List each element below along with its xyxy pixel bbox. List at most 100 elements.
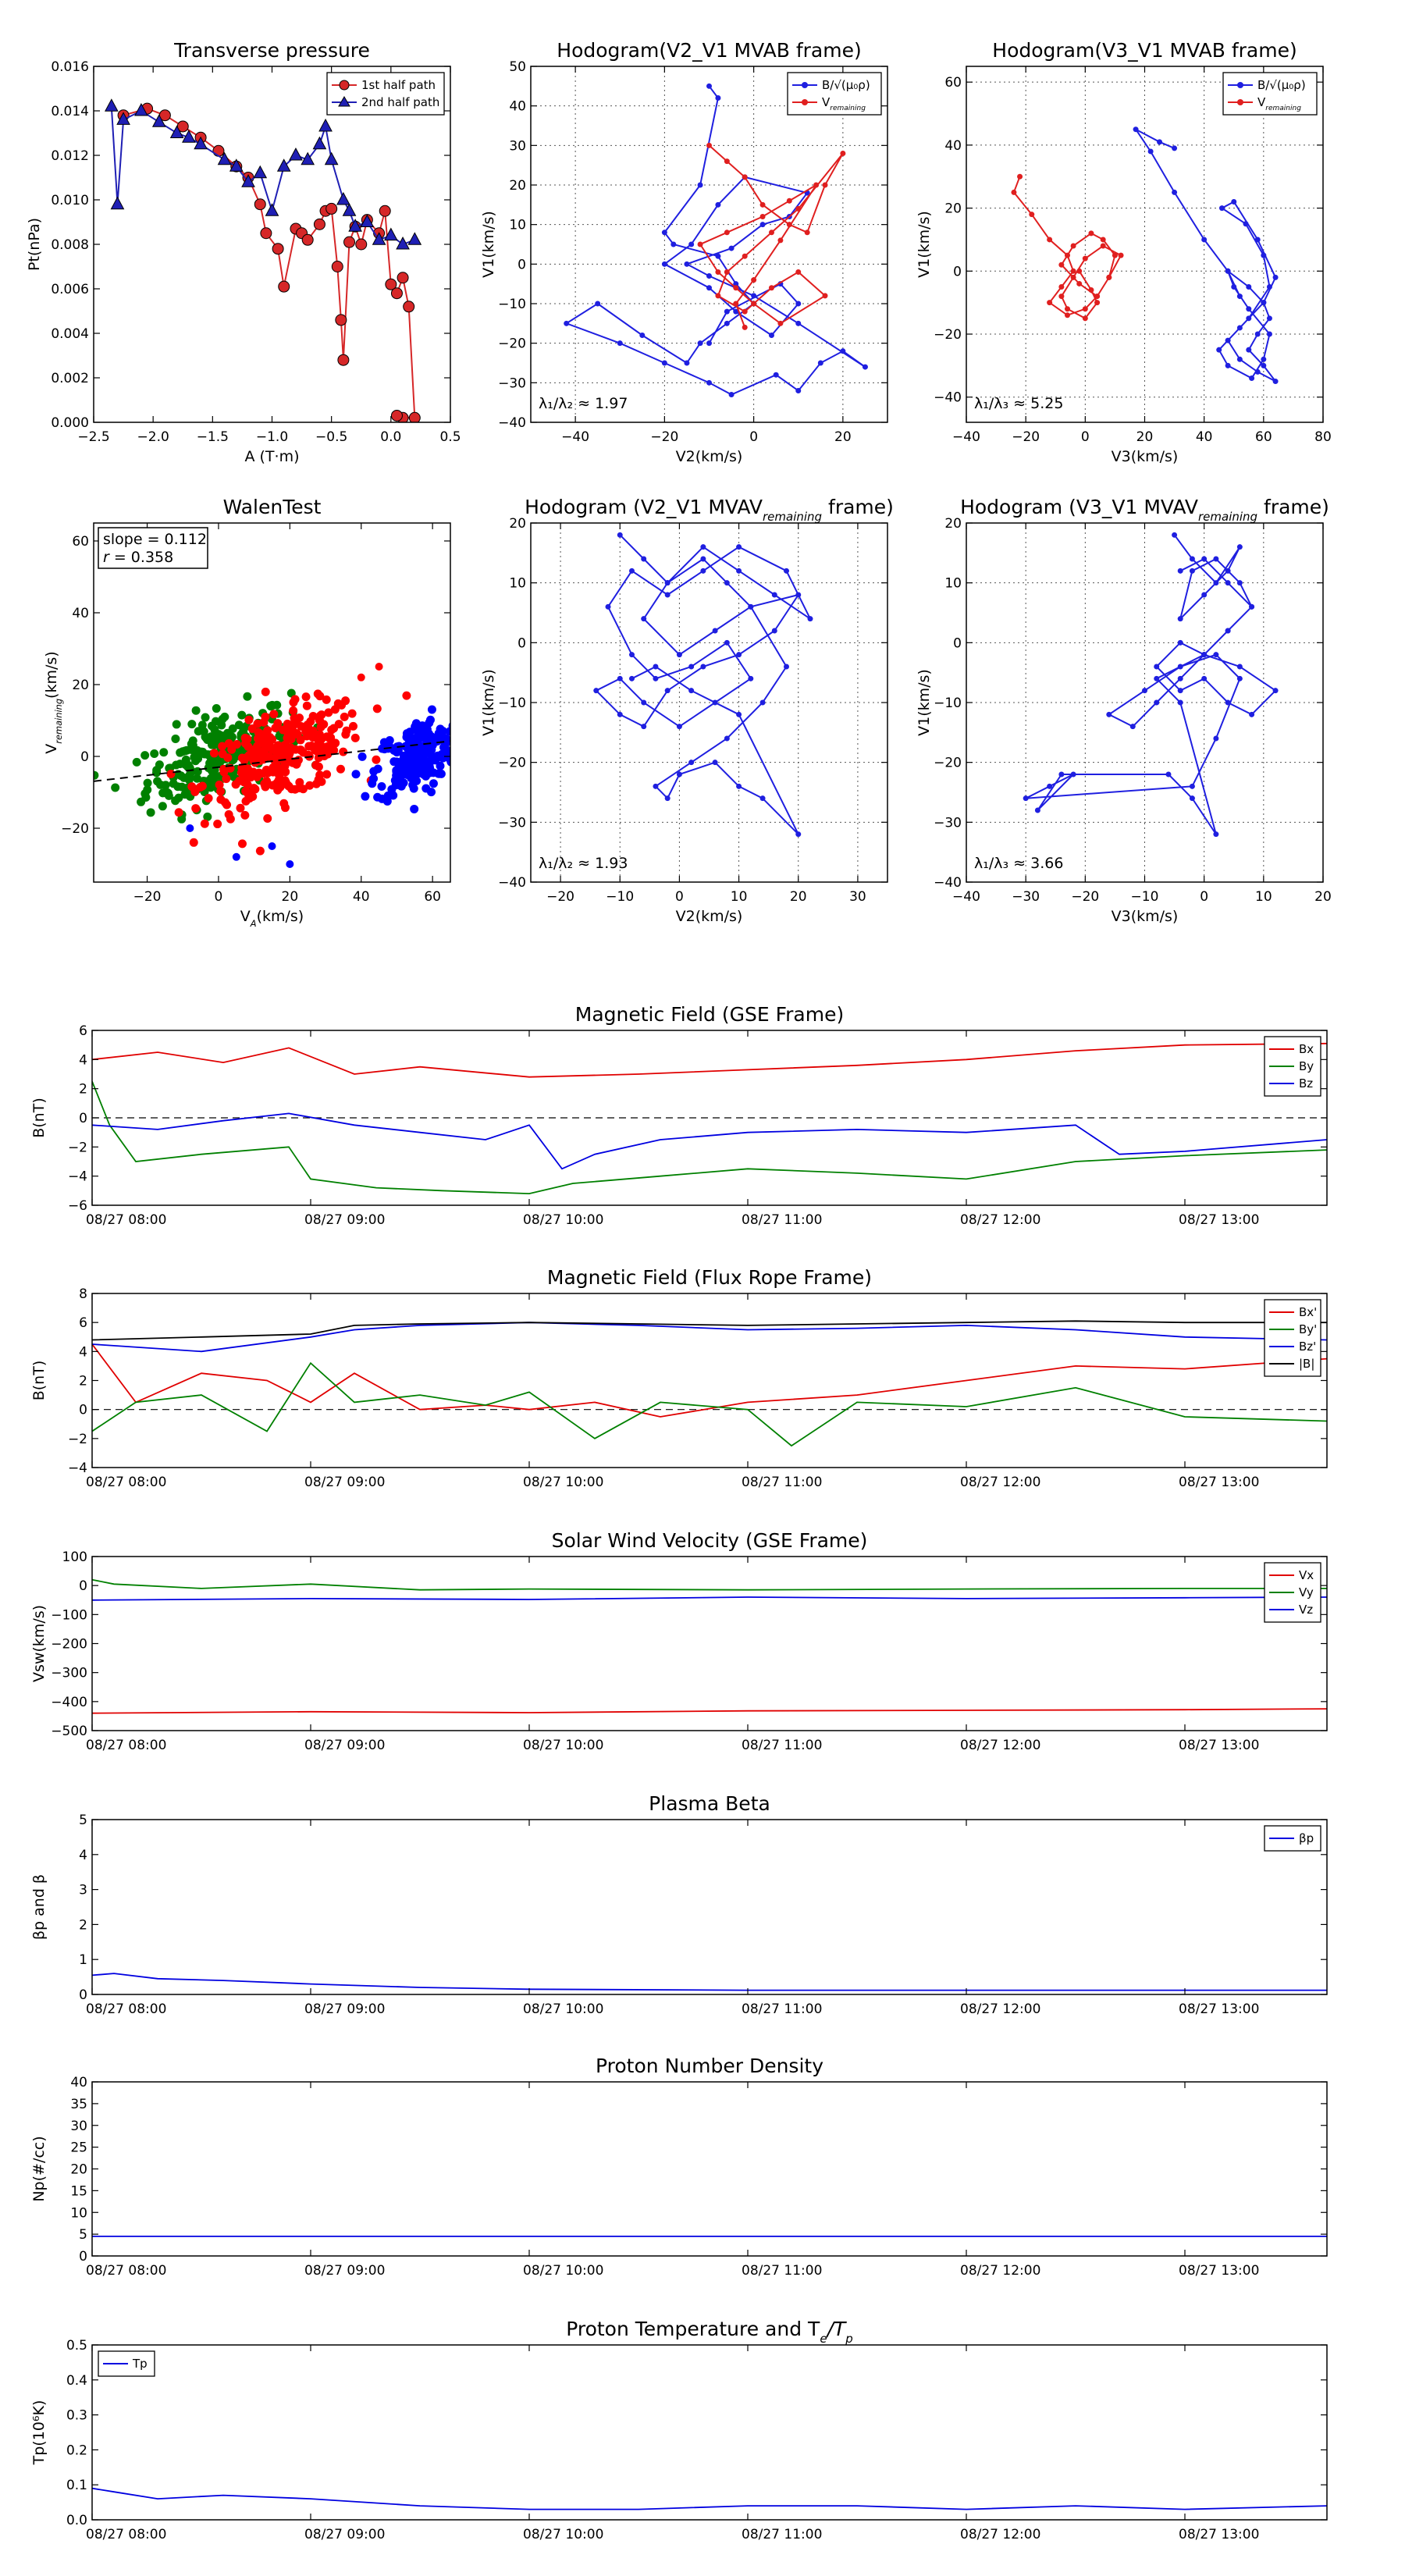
scatter-point xyxy=(263,813,272,823)
legend-label: 2nd half path xyxy=(361,95,439,109)
data-point xyxy=(1231,199,1237,205)
scatter-point xyxy=(186,824,194,832)
data-point xyxy=(1225,568,1231,574)
data-point xyxy=(1112,252,1118,258)
data-point xyxy=(795,269,802,275)
data-point xyxy=(372,232,386,245)
scatter-point xyxy=(153,777,162,786)
y-tick-label: 1 xyxy=(79,1952,87,1968)
x-tick-label: −20 xyxy=(1012,429,1040,445)
scatter-point xyxy=(212,704,221,713)
scatter-point xyxy=(311,779,321,788)
data-point xyxy=(355,238,368,251)
x-axis-label: A (T·m) xyxy=(244,448,299,465)
legend-label: By' xyxy=(1299,1322,1317,1336)
x-tick-label: −20 xyxy=(546,889,574,905)
data-point xyxy=(325,202,338,215)
x-tick-label: 08/27 12:00 xyxy=(960,2001,1040,2017)
data-point xyxy=(700,568,706,574)
data-point xyxy=(1047,300,1053,306)
scatter-point xyxy=(270,754,279,763)
data-point xyxy=(688,241,695,247)
data-point xyxy=(664,592,670,598)
data-point xyxy=(390,409,403,422)
chart-title: Magnetic Field (GSE Frame) xyxy=(575,1003,844,1026)
data-point xyxy=(628,568,635,574)
scatter-point xyxy=(232,852,240,861)
data-point xyxy=(728,392,735,398)
fit-line xyxy=(94,740,450,782)
x-tick-label: 08/27 10:00 xyxy=(523,2263,603,2279)
x-tick-label: 08/27 13:00 xyxy=(1179,1475,1259,1490)
scatter-point xyxy=(280,803,290,813)
data-point xyxy=(771,628,777,634)
data-point xyxy=(1225,268,1231,274)
data-point xyxy=(1213,652,1219,658)
chart-pt: −2.5 −2.0 −1.5 −1.0 −0.5 0.0 0.5 0.000 0.002 0.00… xyxy=(26,39,461,465)
data-point xyxy=(688,760,695,766)
scatter-point xyxy=(217,720,226,730)
data-point xyxy=(751,293,757,299)
y-tick-label: 0 xyxy=(80,749,89,765)
data-point xyxy=(1201,237,1208,243)
data-point xyxy=(724,229,730,236)
legend: Bx' By' Bz' |B| xyxy=(1264,1299,1321,1377)
x-axis-label: V3(km/s) xyxy=(1112,448,1179,465)
scatter-point xyxy=(295,784,304,793)
legend: 1st half path 2nd half path xyxy=(326,72,445,116)
x-tick-label: −20 xyxy=(650,429,678,445)
data-point xyxy=(641,556,647,562)
legend-label: Tp xyxy=(132,2357,148,2371)
x-tick-label: 08/27 11:00 xyxy=(742,1212,822,1228)
y-tick-label: 10 xyxy=(70,2205,87,2221)
data-point xyxy=(795,205,802,212)
scatter-point xyxy=(340,712,349,721)
scatter-point xyxy=(302,701,311,710)
data-point xyxy=(408,411,421,422)
data-point xyxy=(641,616,647,622)
data-point xyxy=(706,83,712,89)
data-point xyxy=(1076,280,1083,286)
data-point xyxy=(605,603,611,610)
legend-marker xyxy=(802,82,808,88)
chart-bgse: 08/27 08:00 08/27 09:00 08/27 10:00 08/27 1… xyxy=(30,1003,1328,1228)
data-point xyxy=(241,174,255,187)
legend: Bx By Bz xyxy=(1264,1036,1321,1097)
scatter-point xyxy=(283,781,293,790)
data-point xyxy=(1249,603,1255,610)
y-tick-label: −20 xyxy=(498,336,526,352)
chart-h21: −40 −20 0 20 −40 −30 −20 −10 0 10 20 30 40 50 Hodogram… xyxy=(480,39,888,465)
series-line-By xyxy=(92,1080,1327,1195)
scatter-point xyxy=(273,719,283,728)
data-point xyxy=(773,372,779,378)
data-point xyxy=(1266,331,1272,337)
scatter-point xyxy=(290,695,300,704)
x-tick-label: 20 xyxy=(1136,429,1154,445)
y-tick-label: −10 xyxy=(498,297,526,312)
series-line-1sthalfpath xyxy=(123,108,416,419)
y-tick-label: 0.016 xyxy=(51,59,89,75)
data-point xyxy=(116,112,130,125)
x-tick-label: 0 xyxy=(1081,429,1090,445)
chart-title: WalenTest xyxy=(223,496,322,518)
data-point xyxy=(1272,274,1279,280)
y-tick-label: 5 xyxy=(79,1813,87,1828)
data-point xyxy=(1058,771,1065,777)
scatter-point xyxy=(243,692,252,701)
y-tick-label: −40 xyxy=(934,875,962,891)
data-point xyxy=(1246,306,1252,312)
data-point xyxy=(336,191,350,205)
data-point xyxy=(736,568,742,574)
x-tick-label: 08/27 11:00 xyxy=(742,2527,822,2542)
eigenvalue-ratio-label: λ₁/λ₂ ≈ 1.93 xyxy=(539,855,628,872)
data-point xyxy=(795,301,802,307)
series-line-data xyxy=(1025,534,1277,835)
data-point xyxy=(1189,795,1195,802)
scatter-point xyxy=(181,790,190,799)
x-tick-label: 30 xyxy=(849,889,866,905)
y-axis-label: βp and β xyxy=(30,1874,48,1940)
scatter-point xyxy=(222,800,232,809)
data-point xyxy=(700,544,706,550)
scatter-point xyxy=(191,756,201,766)
